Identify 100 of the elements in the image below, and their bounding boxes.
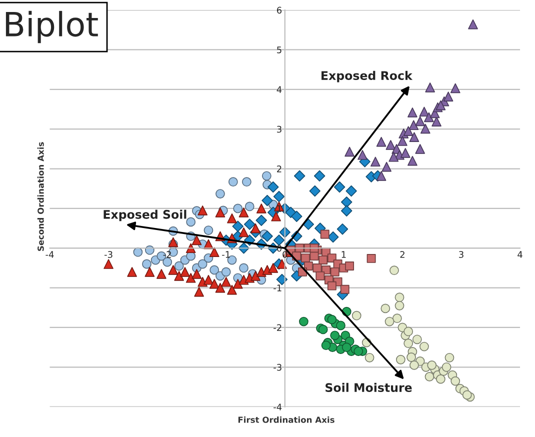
- x-tick-label: -4: [46, 251, 54, 258]
- point: [209, 247, 220, 258]
- point: [330, 330, 340, 340]
- x-tick-label: 4: [518, 251, 522, 258]
- point: [198, 206, 208, 216]
- annotation: Exposed Rock: [322, 70, 413, 82]
- point: [342, 342, 352, 352]
- point: [314, 170, 326, 182]
- point: [156, 269, 166, 279]
- point: [410, 360, 419, 370]
- point: [204, 274, 214, 285]
- point: [406, 352, 416, 362]
- point: [327, 231, 339, 243]
- point: [327, 281, 336, 290]
- point: [273, 190, 285, 202]
- point: [194, 286, 204, 297]
- point: [168, 265, 178, 275]
- point: [192, 235, 202, 246]
- point: [364, 352, 374, 362]
- point: [450, 376, 460, 386]
- point: [221, 267, 231, 277]
- point: [424, 372, 434, 382]
- point: [330, 267, 340, 276]
- point: [238, 207, 249, 218]
- point: [276, 274, 288, 286]
- point: [228, 177, 238, 187]
- point: [215, 282, 226, 293]
- point: [352, 310, 362, 320]
- point: [409, 132, 420, 142]
- point: [232, 220, 244, 232]
- y-tick-label: 0: [276, 244, 282, 252]
- point: [408, 108, 418, 118]
- y-tick-label: -3: [274, 364, 282, 371]
- point: [233, 204, 243, 214]
- point: [384, 316, 394, 326]
- point: [468, 19, 478, 30]
- point: [382, 162, 392, 172]
- point: [320, 230, 330, 239]
- point: [436, 374, 446, 384]
- point: [318, 324, 328, 334]
- point: [273, 234, 285, 246]
- point: [415, 116, 426, 126]
- point: [244, 218, 256, 230]
- point: [376, 170, 386, 181]
- point: [408, 156, 418, 166]
- point: [221, 276, 232, 287]
- y-tick-label: 2: [277, 166, 282, 172]
- point: [127, 267, 137, 277]
- point: [412, 334, 422, 344]
- point: [390, 266, 399, 276]
- x-tick-label: 3: [459, 251, 464, 258]
- point: [327, 314, 337, 324]
- point: [380, 304, 390, 314]
- point: [376, 136, 386, 147]
- y-tick-label: 4: [276, 86, 282, 93]
- point: [244, 202, 254, 212]
- point: [262, 194, 273, 206]
- point: [238, 274, 249, 285]
- point: [424, 112, 434, 122]
- point: [334, 181, 346, 193]
- point: [318, 256, 328, 264]
- point: [227, 284, 237, 295]
- point: [250, 270, 260, 281]
- x-tick-label: -1: [222, 251, 230, 258]
- point: [271, 211, 281, 222]
- point: [291, 210, 302, 222]
- point: [239, 263, 248, 273]
- point: [277, 259, 287, 269]
- point: [358, 150, 368, 160]
- point: [386, 140, 396, 150]
- point: [327, 254, 336, 263]
- point: [354, 346, 364, 356]
- x-axis-title: First Ordination Axis: [238, 416, 334, 423]
- point: [238, 227, 249, 238]
- point: [268, 181, 279, 193]
- point: [394, 292, 404, 302]
- point: [404, 326, 414, 336]
- point: [336, 320, 346, 330]
- y-tick-label: 1: [277, 205, 282, 212]
- point: [262, 171, 272, 181]
- point: [400, 148, 410, 158]
- point: [340, 284, 350, 294]
- point: [425, 82, 435, 92]
- y-tick-label: -2: [274, 324, 282, 331]
- point: [444, 352, 454, 362]
- point: [436, 100, 446, 110]
- point: [242, 177, 252, 187]
- point: [186, 272, 196, 283]
- point: [345, 262, 354, 270]
- x-tick-label: 1: [342, 251, 346, 258]
- y-axis-title: Second Ordination Axis: [37, 142, 44, 251]
- point: [302, 218, 314, 230]
- point: [227, 213, 237, 224]
- point: [316, 271, 325, 280]
- point: [198, 259, 208, 269]
- point: [250, 223, 260, 234]
- point: [403, 126, 414, 136]
- point: [408, 120, 419, 130]
- point: [366, 254, 376, 263]
- point: [294, 170, 306, 182]
